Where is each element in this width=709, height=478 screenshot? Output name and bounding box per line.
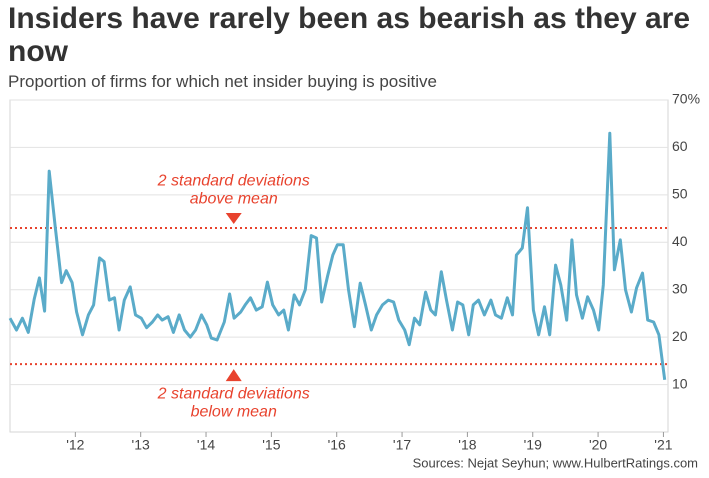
x-tick-label: '21	[654, 437, 672, 453]
x-tick-label: '17	[393, 437, 411, 453]
annotation-text: below mean	[191, 403, 277, 420]
y-tick-label: 30	[672, 280, 688, 296]
annotation-arrow	[225, 213, 242, 225]
y-tick-label: 70%	[672, 91, 700, 107]
annotation-text: 2 standard deviations	[157, 172, 310, 189]
annotation-arrow	[225, 369, 242, 382]
source: Sources: Nejat Seyhun; www.HulbertRating…	[413, 455, 698, 470]
y-tick-label: 50	[672, 186, 688, 202]
y-tick-label: 60	[672, 138, 688, 154]
x-tick-label: '12	[66, 437, 84, 453]
annotation-text: 2 standard deviations	[157, 385, 310, 402]
y-tick-label: 10	[672, 375, 688, 391]
x-tick-label: '15	[262, 437, 280, 453]
chart-title: Insiders have rarely been as bearish as …	[8, 2, 691, 68]
x-tick-label: '13	[132, 437, 150, 453]
x-tick-label: '18	[458, 437, 476, 453]
x-tick-label: '19	[524, 437, 542, 453]
chart-subtitle: Proportion of firms for which net inside…	[8, 72, 437, 91]
x-tick-label: '14	[197, 437, 215, 453]
data-line	[8, 131, 667, 380]
y-tick-label: 40	[672, 233, 688, 249]
annotation-text: above mean	[190, 190, 278, 207]
x-tick-label: '20	[589, 437, 607, 453]
y-tick-label: 20	[672, 328, 688, 344]
x-tick-label: '16	[328, 437, 346, 453]
